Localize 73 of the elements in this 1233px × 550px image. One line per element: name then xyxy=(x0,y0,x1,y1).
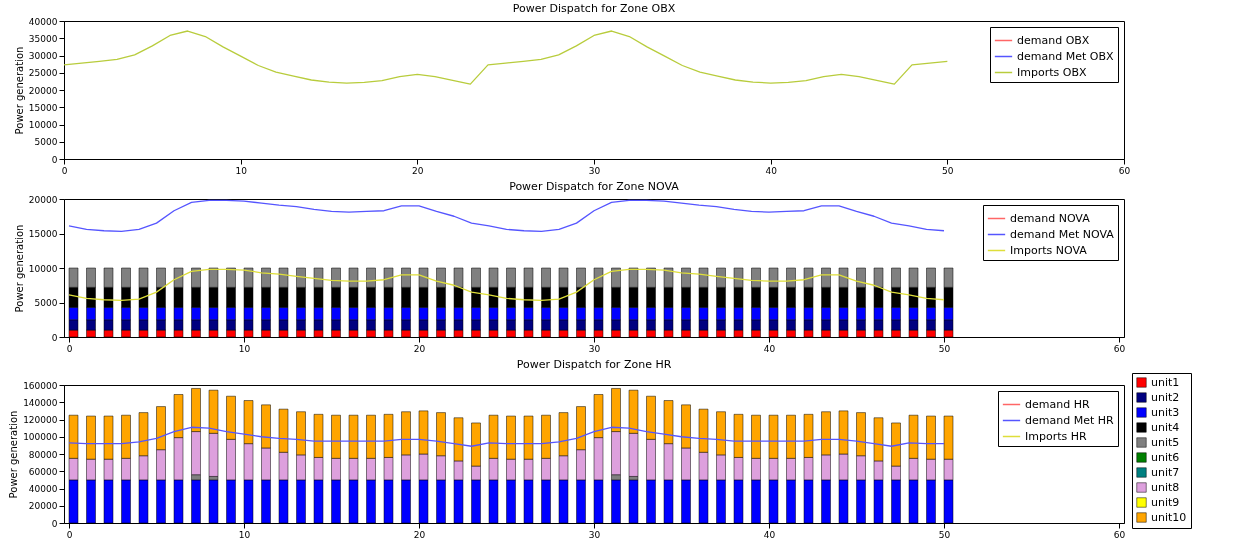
x-tick-label: 50 xyxy=(938,343,951,354)
x-tick-label: 30 xyxy=(588,529,601,540)
y-tick-label: 10000 xyxy=(28,263,58,274)
y-tick-label: 60000 xyxy=(28,466,58,477)
y-tick-label: 40000 xyxy=(28,16,58,27)
y-tick-label: 30000 xyxy=(28,51,58,61)
legend-label: demand Met HR xyxy=(1025,413,1114,427)
x-tick-label: 0 xyxy=(66,343,73,354)
legend-label: demand Met NOVA xyxy=(1010,227,1115,241)
x-tick-label: 30 xyxy=(588,343,601,354)
y-tick-label: 80000 xyxy=(28,449,58,460)
x-tick-label: 10 xyxy=(238,343,251,354)
y-tick-label: 35000 xyxy=(28,33,58,44)
line-series xyxy=(63,30,948,85)
chart-title: Power Dispatch for Zone HR xyxy=(516,357,672,371)
legend-label: demand OBX xyxy=(1017,33,1090,47)
legend-label: demand Met OBX xyxy=(1017,49,1114,63)
y-tick-label: 15000 xyxy=(28,229,58,239)
y-axis-title: Power generation xyxy=(8,410,20,499)
legend-label: unit1 xyxy=(1151,375,1180,389)
y-tick-label: 160000 xyxy=(23,380,58,391)
y-tick-label: 120000 xyxy=(23,415,58,425)
legend-label: unit9 xyxy=(1151,495,1180,509)
x-tick-label: 20 xyxy=(413,343,426,354)
legend-label: unit8 xyxy=(1151,480,1180,494)
y-tick-label: 5000 xyxy=(34,137,58,148)
y-axis-title: Power generation xyxy=(13,224,25,313)
legend-label: unit10 xyxy=(1151,510,1187,524)
y-tick-label: 25000 xyxy=(28,68,58,79)
y-tick-label: 20000 xyxy=(28,85,58,96)
line-series xyxy=(68,268,945,302)
y-tick-label: 20000 xyxy=(28,501,58,512)
legend-label: unit2 xyxy=(1151,390,1180,404)
x-tick-label: 20 xyxy=(412,165,424,176)
y-tick-label: 40000 xyxy=(28,484,58,494)
y-tick-label: 0 xyxy=(51,518,58,529)
x-tick-label: 30 xyxy=(588,165,601,176)
y-tick-label: 0 xyxy=(51,332,58,343)
legend-label: Imports NOVA xyxy=(1010,243,1088,257)
x-tick-label: 0 xyxy=(61,165,68,176)
x-tick-label: 60 xyxy=(1113,529,1126,540)
y-tick-label: 140000 xyxy=(23,397,58,408)
y-tick-label: 5000 xyxy=(34,298,58,308)
x-tick-label: 20 xyxy=(413,529,426,540)
y-tick-label: 0 xyxy=(51,154,58,165)
legend-label: demand HR xyxy=(1025,397,1090,411)
x-tick-label: 10 xyxy=(235,165,248,176)
legend-label: Imports OBX xyxy=(1017,65,1087,79)
legend-label: demand NOVA xyxy=(1010,211,1091,225)
line-series xyxy=(68,426,945,447)
x-tick-label: 10 xyxy=(238,529,251,540)
x-tick-label: 40 xyxy=(763,343,776,354)
y-tick-label: 20000 xyxy=(28,194,58,205)
legend-label: Imports HR xyxy=(1025,429,1088,443)
chart-title: Power Dispatch for Zone NOVA xyxy=(509,180,680,193)
chart-title: Power Dispatch for Zone OBX xyxy=(512,2,676,15)
y-tick-label: 100000 xyxy=(23,432,58,443)
y-tick-label: 15000 xyxy=(28,102,58,113)
legend-label: unit5 xyxy=(1151,435,1180,449)
x-tick-label: 0 xyxy=(66,529,73,540)
x-tick-label: 60 xyxy=(1113,343,1126,354)
y-tick-label: 10000 xyxy=(28,120,58,130)
x-tick-label: 60 xyxy=(1118,165,1131,176)
x-tick-label: 40 xyxy=(763,529,776,540)
y-axis-title: Power generation xyxy=(13,46,25,135)
legend-label: unit6 xyxy=(1151,450,1180,464)
legend-label: unit3 xyxy=(1151,405,1180,419)
x-tick-label: 40 xyxy=(765,165,778,176)
line-series xyxy=(68,199,945,233)
legend-label: unit7 xyxy=(1151,465,1180,479)
legend-label: unit4 xyxy=(1151,420,1180,434)
x-tick-label: 50 xyxy=(942,165,954,176)
x-tick-label: 50 xyxy=(938,529,951,540)
